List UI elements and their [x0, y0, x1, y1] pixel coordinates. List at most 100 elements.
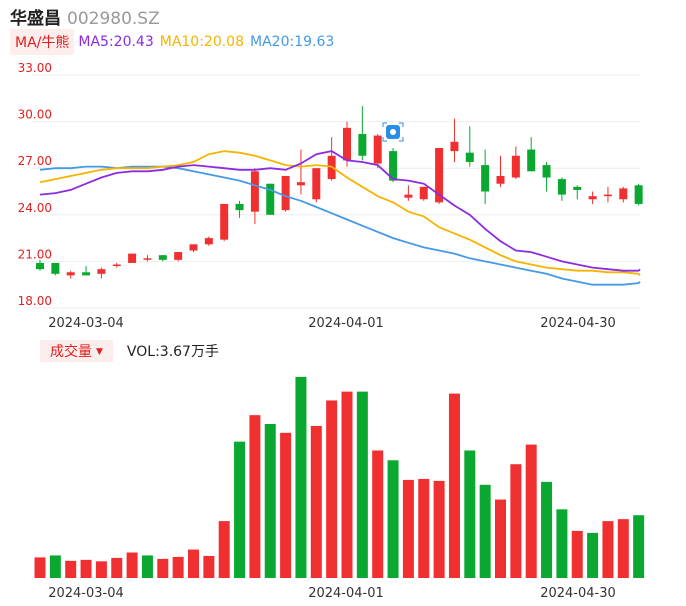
volume-bar [448, 393, 460, 578]
candle-body [358, 134, 367, 156]
candle [97, 267, 106, 279]
volume-bar [571, 530, 583, 578]
marker-brackets [382, 122, 404, 142]
candle [51, 262, 60, 276]
price-tick-label: 33.00 [18, 61, 52, 75]
volume-bar-series [34, 376, 645, 578]
candle [343, 121, 351, 167]
candle [542, 161, 551, 192]
ma20-line [39, 165, 641, 286]
candle-body [496, 175, 505, 184]
candle [204, 236, 213, 246]
candle-body [204, 238, 213, 245]
volume-bar [479, 484, 491, 578]
candle-body [158, 255, 167, 260]
candle [573, 185, 582, 200]
candle-body [220, 203, 229, 240]
candle [174, 252, 183, 262]
volume-bar [541, 481, 553, 578]
candle-body [66, 272, 75, 276]
candle [603, 186, 612, 203]
candle-body [235, 203, 244, 211]
candle-body [527, 149, 536, 172]
volume-bar [356, 391, 368, 578]
volume-bar [188, 549, 199, 578]
candle-body [281, 175, 290, 211]
candle [36, 259, 44, 271]
candle-body [588, 196, 597, 200]
candle [66, 270, 75, 279]
price-tick-label: 24.00 [18, 201, 52, 215]
candle-body [250, 171, 259, 212]
volume-bar [49, 555, 61, 578]
candle [250, 168, 259, 225]
ma20-label: MA20:19.63 [250, 34, 335, 50]
price-tick-label: 18.00 [18, 294, 52, 308]
candle [557, 177, 566, 201]
candle [296, 149, 305, 195]
candle-body [465, 152, 474, 162]
volume-bar [65, 560, 77, 578]
candle [511, 146, 520, 180]
candle [128, 253, 137, 263]
date-tick-label: 2024-04-01 [308, 316, 384, 331]
candle [389, 148, 398, 183]
candle-body [82, 272, 91, 276]
candle-body [419, 186, 428, 200]
volume-date-tick-label: 2024-03-04 [48, 586, 124, 601]
candle [312, 168, 321, 203]
price-tick-label: 21.00 [18, 247, 52, 261]
candle-body [266, 183, 275, 215]
volume-bar [249, 415, 261, 578]
candle [404, 185, 413, 201]
volume-bar [617, 519, 629, 578]
candle-body [143, 258, 152, 260]
price-tick-label: 30.00 [18, 108, 52, 122]
candlestick-series [36, 106, 643, 279]
candle-body [619, 188, 628, 200]
candle [220, 203, 229, 242]
candle [419, 186, 428, 201]
marker-dot [390, 129, 396, 135]
volume-bar [495, 499, 506, 578]
volume-bar [402, 479, 414, 578]
event-marker-icon[interactable] [382, 122, 404, 142]
volume-bar [264, 423, 276, 578]
volume-indicator-button[interactable]: 成交量 ▼ [40, 340, 113, 362]
candle [281, 175, 290, 212]
candle-body [389, 151, 398, 181]
volume-bar [126, 552, 138, 578]
candle [266, 183, 275, 215]
candle-body [174, 252, 183, 260]
stock-code: 002980.SZ [67, 9, 160, 29]
volume-date-tick-label: 2024-04-01 [308, 586, 384, 601]
volume-bar [525, 444, 537, 578]
candle [143, 255, 152, 262]
candle-body [128, 253, 137, 263]
candle [112, 262, 121, 268]
volume-bar [295, 376, 307, 578]
price-tick-label: 27.00 [18, 154, 52, 168]
candle-body [189, 244, 198, 251]
candle [450, 118, 459, 162]
volume-bar [80, 559, 92, 578]
date-tick-label: 2024-03-04 [48, 316, 124, 331]
ma5-line [39, 150, 641, 272]
candle-body [296, 182, 305, 186]
candle [634, 183, 643, 206]
candle [373, 134, 382, 169]
volume-bar [203, 555, 215, 578]
price-gridlines [32, 74, 640, 309]
candle-body [481, 165, 490, 192]
candle-body [450, 141, 459, 152]
candle [235, 200, 244, 218]
volume-bar [418, 478, 430, 578]
volume-bar [341, 391, 353, 578]
candle-body [557, 179, 566, 195]
volume-bar [633, 515, 645, 578]
candle [465, 126, 474, 167]
candle [588, 191, 597, 204]
ma-mode-button[interactable]: MA/牛熊 [10, 29, 75, 55]
volume-bar [602, 521, 614, 578]
